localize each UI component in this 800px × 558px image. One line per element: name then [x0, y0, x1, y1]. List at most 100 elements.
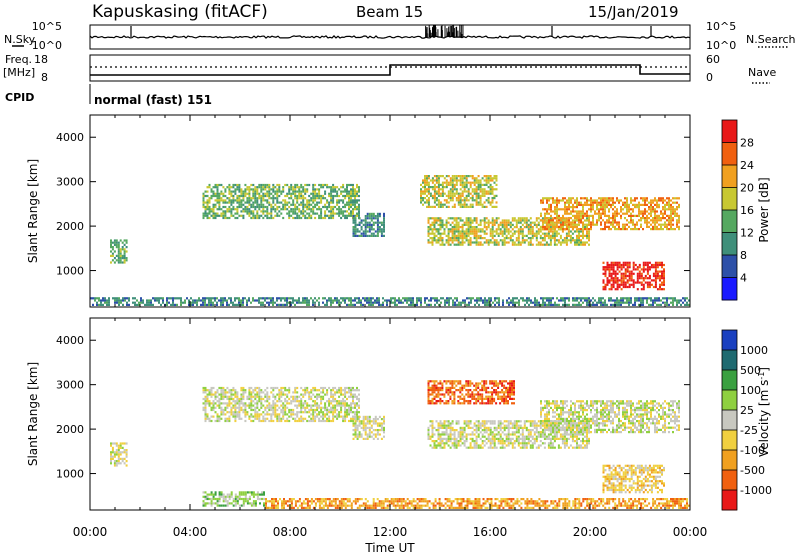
- data-cell: [652, 304, 654, 306]
- data-cell: [124, 257, 126, 259]
- data-cell: [636, 224, 638, 226]
- data-cell: [540, 230, 542, 232]
- data-cell: [456, 217, 458, 219]
- data-cell: [438, 195, 440, 197]
- data-cell: [432, 297, 434, 299]
- data-cell: [228, 186, 230, 188]
- data-cell: [548, 299, 550, 301]
- data-cell: [658, 304, 660, 306]
- data-cell: [310, 409, 312, 411]
- data-cell: [458, 175, 460, 177]
- data-cell: [369, 431, 371, 433]
- data-cell: [422, 179, 424, 181]
- data-cell: [260, 188, 262, 190]
- data-cell: [564, 302, 566, 304]
- colorbar-swatch: [722, 120, 737, 143]
- data-cell: [318, 195, 320, 197]
- data-cell: [330, 420, 332, 422]
- data-cell: [476, 177, 478, 179]
- data-cell: [640, 224, 642, 226]
- data-cell: [300, 191, 302, 193]
- data-cell: [484, 241, 486, 243]
- data-cell: [306, 208, 308, 210]
- data-cell: [625, 286, 627, 288]
- data-cell: [320, 202, 322, 204]
- data-cell: [302, 210, 304, 212]
- data-cell: [618, 202, 620, 204]
- data-cell: [580, 213, 582, 215]
- data-cell: [146, 302, 148, 304]
- data-cell: [540, 237, 542, 239]
- data-cell: [516, 237, 518, 239]
- data-cell: [630, 208, 632, 210]
- data-cell: [486, 177, 488, 179]
- data-cell: [422, 193, 424, 195]
- data-cell: [438, 179, 440, 181]
- data-cell: [468, 224, 470, 226]
- data-cell: [346, 184, 348, 186]
- data-cell: [276, 191, 278, 193]
- data-cell: [552, 202, 554, 204]
- data-cell: [356, 208, 358, 210]
- data-cell: [640, 210, 642, 212]
- data-cell: [428, 380, 430, 382]
- data-cell: [530, 239, 532, 241]
- data-cell: [542, 226, 544, 228]
- data-cell: [272, 186, 274, 188]
- data-cell: [466, 222, 468, 224]
- data-cell: [546, 213, 548, 215]
- data-cell: [616, 197, 618, 199]
- data-cell: [528, 219, 530, 221]
- data-cell: [260, 191, 262, 193]
- data-cell: [550, 206, 552, 208]
- data-cell: [428, 400, 430, 402]
- data-cell: [218, 202, 220, 204]
- data-cell: [518, 235, 520, 237]
- data-cell: [657, 288, 659, 290]
- data-cell: [446, 226, 448, 228]
- data-cell: [352, 420, 354, 422]
- data-cell: [355, 431, 357, 433]
- data-cell: [262, 199, 264, 201]
- data-cell: [348, 387, 350, 389]
- data-cell: [642, 199, 644, 201]
- data-cell: [538, 302, 540, 304]
- data-cell: [586, 230, 588, 232]
- data-cell: [615, 273, 617, 275]
- data-cell: [234, 208, 236, 210]
- data-cell: [120, 447, 122, 449]
- data-cell: [354, 304, 356, 306]
- data-cell: [434, 226, 436, 228]
- data-cell: [586, 299, 588, 301]
- data-cell: [434, 175, 436, 177]
- data-cell: [558, 199, 560, 201]
- data-cell: [474, 304, 476, 306]
- data-cell: [338, 210, 340, 212]
- data-cell: [592, 202, 594, 204]
- data-cell: [554, 230, 556, 232]
- data-cell: [348, 202, 350, 204]
- data-cell: [310, 391, 312, 393]
- data-cell: [102, 304, 104, 306]
- data-cell: [294, 191, 296, 193]
- data-cell: [278, 191, 280, 193]
- data-cell: [470, 302, 472, 304]
- data-cell: [262, 304, 264, 306]
- data-cell: [534, 304, 536, 306]
- data-cell: [250, 197, 252, 199]
- data-cell: [254, 215, 256, 217]
- data-cell: [508, 219, 510, 221]
- data-cell: [484, 206, 486, 208]
- data-cell: [365, 427, 367, 429]
- data-cell: [630, 302, 632, 304]
- data-cell: [443, 396, 445, 398]
- data-cell: [228, 206, 230, 208]
- data-cell: [215, 186, 217, 188]
- data-cell: [368, 302, 370, 304]
- data-cell: [627, 264, 629, 266]
- data-cell: [318, 394, 320, 396]
- data-cell: [342, 418, 344, 420]
- data-cell: [282, 409, 284, 411]
- data-cell: [556, 199, 558, 201]
- data-cell: [454, 219, 456, 221]
